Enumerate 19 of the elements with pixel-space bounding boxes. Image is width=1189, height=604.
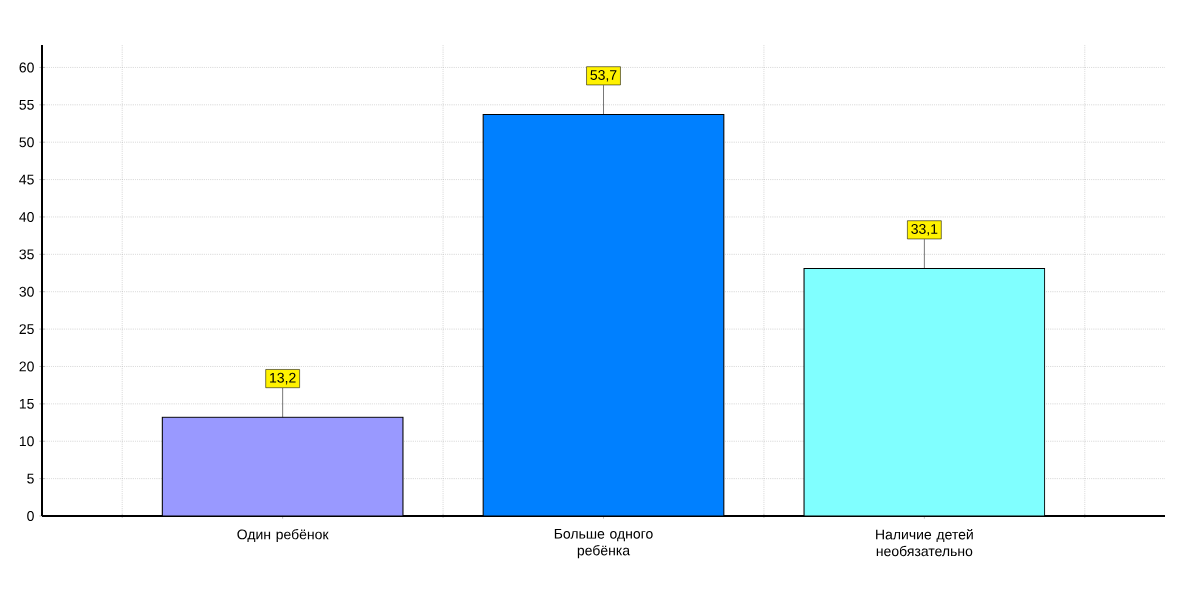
y-tick-label: 0 bbox=[27, 511, 34, 521]
x-tick-label: Наличие детей необязательно bbox=[876, 528, 973, 557]
data-label: 33,1 bbox=[911, 224, 938, 236]
y-tick-label: 55 bbox=[19, 99, 34, 110]
y-tick-label: 45 bbox=[19, 174, 34, 185]
y-tick-label: 60 bbox=[19, 62, 34, 73]
y-tick-label: 50 bbox=[19, 137, 34, 148]
y-tick-label: 40 bbox=[19, 212, 34, 222]
y-tick-label: 15 bbox=[19, 398, 34, 409]
x-tick-label: Один ребёнок bbox=[237, 528, 329, 543]
y-tick-label: 20 bbox=[19, 361, 34, 372]
data-label: 53,7 bbox=[590, 70, 617, 82]
y-tick-label: 5 bbox=[27, 473, 34, 484]
y-tick-label: 35 bbox=[19, 249, 34, 260]
x-tick-label: Больше одного ребёнка bbox=[554, 528, 653, 559]
y-tick-label: 10 bbox=[19, 436, 34, 447]
y-tick-label: 30 bbox=[19, 286, 34, 297]
y-tick-label: 25 bbox=[19, 324, 34, 335]
data-label: 13,2 bbox=[270, 372, 296, 385]
